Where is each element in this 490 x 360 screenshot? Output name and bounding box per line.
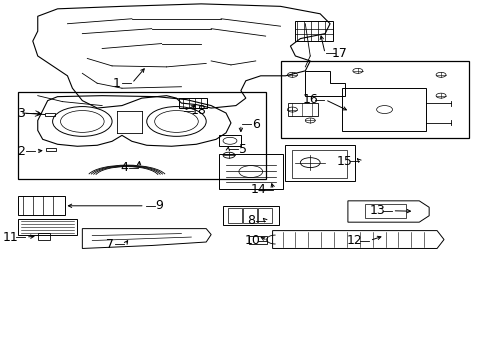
Bar xyxy=(295,21,333,41)
Text: 9: 9 xyxy=(156,199,164,212)
Bar xyxy=(365,204,406,218)
Bar xyxy=(243,208,257,223)
Bar xyxy=(38,233,49,239)
Bar xyxy=(45,113,54,117)
Bar xyxy=(219,135,241,146)
Bar xyxy=(179,98,207,108)
Text: 15: 15 xyxy=(337,155,353,168)
Bar xyxy=(289,103,318,116)
Text: 5: 5 xyxy=(239,143,247,156)
Text: 14: 14 xyxy=(251,184,267,197)
Bar xyxy=(18,92,266,179)
Text: 12: 12 xyxy=(347,234,363,247)
Text: 6: 6 xyxy=(252,118,260,131)
Bar xyxy=(342,88,426,131)
Text: 4: 4 xyxy=(120,161,128,174)
Text: 10: 10 xyxy=(245,234,261,247)
Bar xyxy=(249,235,267,244)
Text: 2: 2 xyxy=(17,145,25,158)
Text: 7: 7 xyxy=(106,238,114,251)
Bar xyxy=(228,208,242,223)
Bar xyxy=(46,148,55,151)
Text: 16: 16 xyxy=(302,93,318,106)
Bar xyxy=(293,150,347,177)
Text: 18: 18 xyxy=(190,104,206,117)
Bar xyxy=(258,208,271,223)
Text: 11: 11 xyxy=(3,230,19,244)
Bar xyxy=(280,61,469,138)
Text: 13: 13 xyxy=(370,204,386,217)
Text: 1: 1 xyxy=(113,77,121,90)
Text: 17: 17 xyxy=(332,47,348,60)
Text: 8: 8 xyxy=(247,214,255,227)
Text: 3: 3 xyxy=(17,107,25,120)
